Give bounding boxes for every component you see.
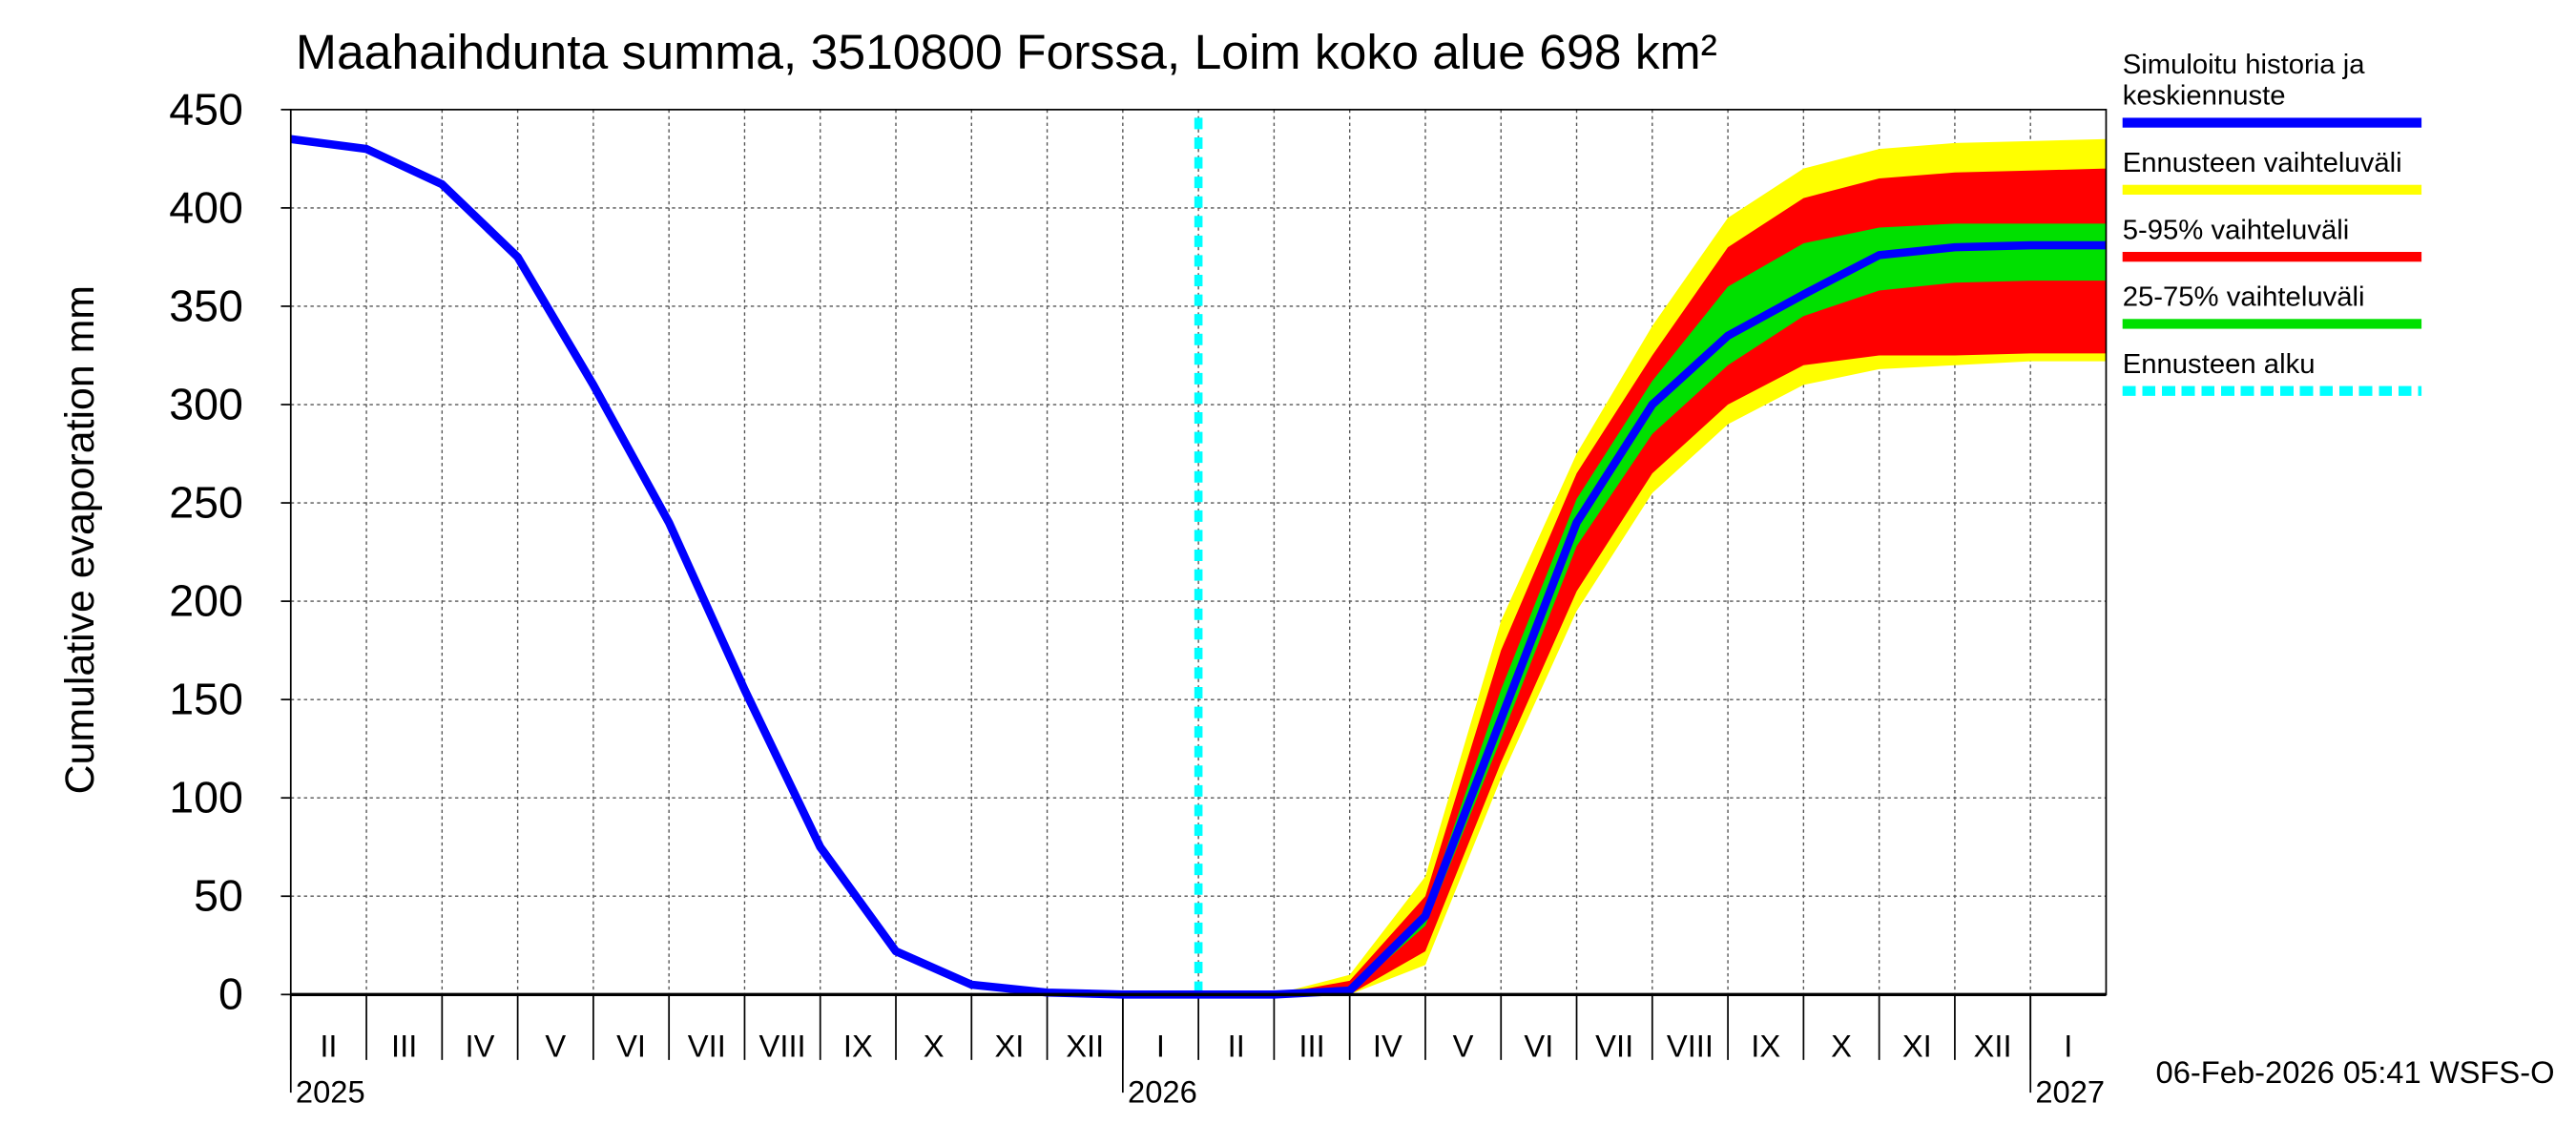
x-tick-label: VI (616, 1029, 646, 1064)
y-tick-label: 200 (169, 576, 243, 626)
legend-item: 5-95% vaihteluväli (2122, 214, 2451, 262)
x-tick-label: VIII (1667, 1029, 1714, 1064)
x-tick-label: X (924, 1029, 945, 1064)
x-tick-label: XI (1902, 1029, 1932, 1064)
legend-swatch (2122, 319, 2422, 329)
year-label: 2025 (296, 1074, 365, 1110)
legend-item: Ennusteen vaihteluväli (2122, 147, 2451, 196)
x-tick-label: III (391, 1029, 417, 1064)
legend-swatch (2122, 184, 2422, 196)
x-tick-label: V (545, 1029, 566, 1064)
legend-label: Simuloitu historia ja keskiennuste (2122, 49, 2365, 112)
x-tick-label: V (1453, 1029, 1474, 1064)
legend-label: Ennusteen vaihteluväli (2122, 147, 2402, 178)
year-label: 2026 (1128, 1074, 1197, 1110)
legend-label: Ennusteen alku (2122, 348, 2316, 380)
x-tick-label: XII (1066, 1029, 1104, 1064)
y-tick-label: 350 (169, 281, 243, 330)
legend-item: Ennusteen alku (2122, 348, 2451, 396)
x-tick-label: VIII (759, 1029, 806, 1064)
y-tick-label: 100 (169, 773, 243, 822)
legend-swatch (2122, 117, 2422, 128)
x-tick-label: IV (466, 1029, 495, 1064)
x-tick-label: XI (994, 1029, 1024, 1064)
x-tick-label: I (2064, 1029, 2072, 1064)
y-tick-label: 400 (169, 182, 243, 232)
x-tick-label: II (1228, 1029, 1245, 1064)
x-tick-label: X (1831, 1029, 1852, 1064)
y-tick-label: 50 (194, 871, 243, 921)
legend-item: Simuloitu historia ja keskiennuste (2122, 49, 2451, 128)
y-tick-label: 300 (169, 380, 243, 429)
x-tick-label: II (320, 1029, 337, 1064)
x-tick-label: VII (1595, 1029, 1633, 1064)
y-axis-label: Cumulative evaporation mm (57, 285, 103, 794)
chart-title: Maahaihdunta summa, 3510800 Forssa, Loim… (296, 24, 1717, 79)
legend-label: 25-75% vaihteluväli (2122, 281, 2365, 313)
x-tick-label: IX (843, 1029, 873, 1064)
footer: 06-Feb-2026 05:41 WSFS-O (2156, 1054, 2555, 1090)
x-tick-label: III (1298, 1029, 1324, 1064)
legend-label: 5-95% vaihteluväli (2122, 214, 2350, 246)
x-tick-label: IV (1373, 1029, 1402, 1064)
year-label: 2027 (2035, 1074, 2105, 1110)
x-tick-label: IX (1751, 1029, 1780, 1064)
legend: Simuloitu historia ja keskiennuste Ennust… (2122, 49, 2451, 415)
x-tick-label: VII (688, 1029, 726, 1064)
x-tick-label: I (1156, 1029, 1165, 1064)
legend-swatch (2122, 385, 2422, 396)
y-tick-label: 150 (169, 675, 243, 724)
y-tick-label: 250 (169, 478, 243, 528)
y-tick-label: 0 (218, 969, 243, 1019)
x-tick-label: XII (1974, 1029, 2012, 1064)
legend-swatch (2122, 252, 2422, 262)
legend-item: 25-75% vaihteluväli (2122, 281, 2451, 329)
y-tick-label: 450 (169, 84, 243, 134)
x-tick-label: VI (1524, 1029, 1553, 1064)
